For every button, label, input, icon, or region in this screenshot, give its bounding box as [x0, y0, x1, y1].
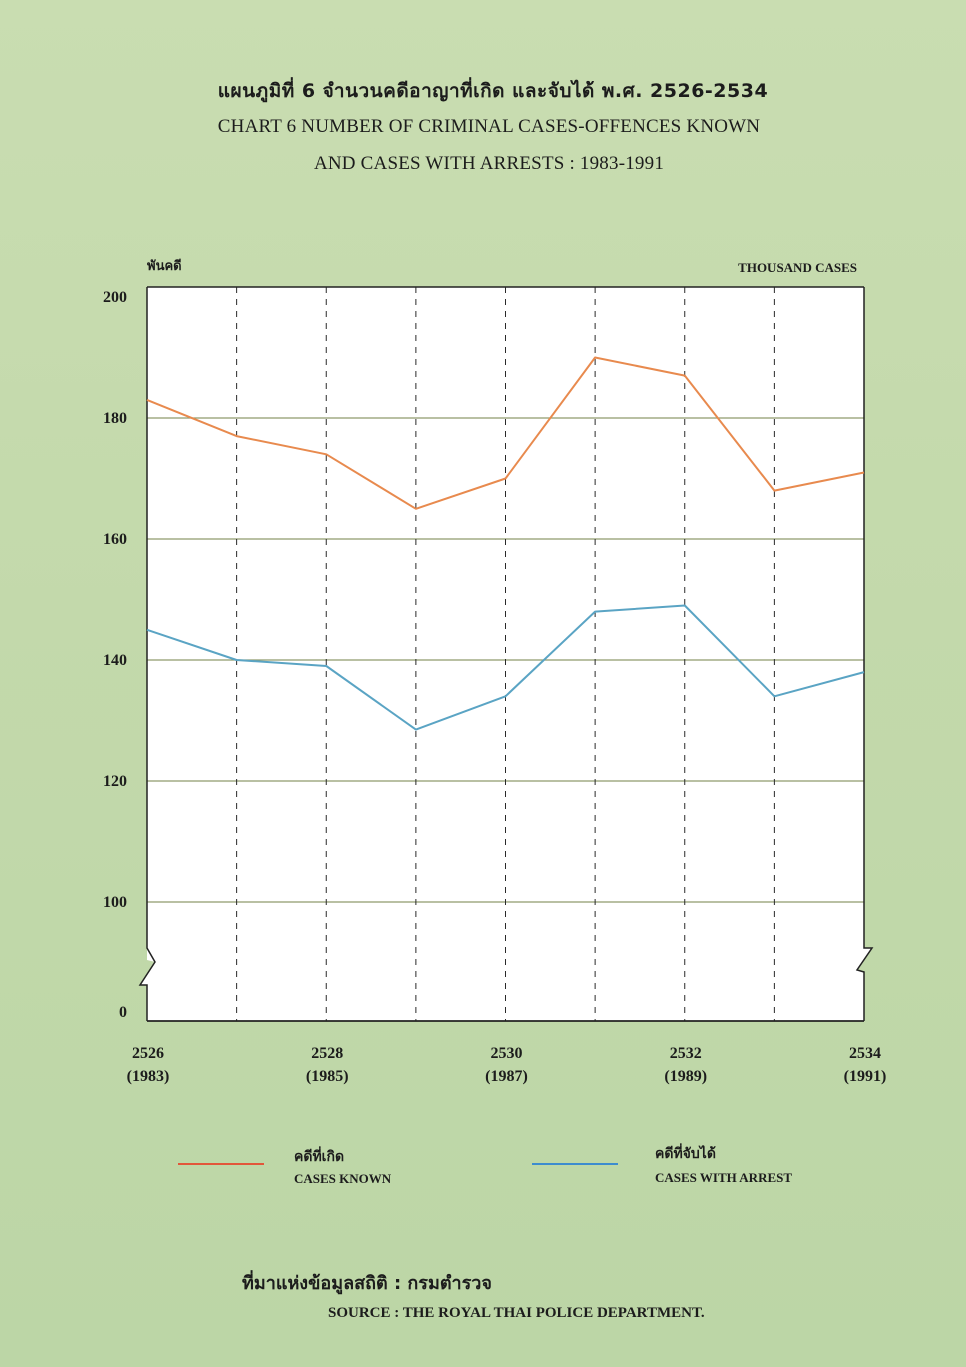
- x-tick-sublabel-2528: (1985): [306, 1068, 349, 1085]
- chart-title-thai: แผนภูมิที่ 6 จำนวนคดีอาญาที่เกิด และจับไ…: [217, 80, 769, 102]
- y-tick-label-180: 180: [103, 410, 127, 427]
- x-tick-label-2534: 2534: [849, 1045, 881, 1062]
- x-tick-label-2526: 2526: [132, 1045, 164, 1062]
- legend-swatch-cases-with-arrest: [532, 1163, 618, 1165]
- x-tick-sublabel-2532: (1989): [664, 1068, 707, 1085]
- legend-swatch-cases-known: [178, 1163, 264, 1165]
- y-unit-label-thai: พันคดี: [147, 258, 182, 274]
- source-note-thai: ที่มาแห่งข้อมูลสถิติ : กรมตำรวจ: [242, 1273, 492, 1294]
- chart-title-english-line2: AND CASES WITH ARRESTS : 1983-1991: [313, 153, 665, 174]
- legend-label-cases-known: CASES KNOWN: [294, 1171, 392, 1186]
- y-axis-with-break: [138, 287, 156, 1021]
- y-tick-label-160: 160: [103, 531, 127, 548]
- legend-label-cases-known-thai: คดีที่เกิด: [294, 1149, 345, 1165]
- y-tick-label-0: 0: [119, 1004, 127, 1021]
- y-tick-label-120: 120: [103, 773, 127, 790]
- y-unit-label-english: THOUSAND CASES: [738, 260, 857, 275]
- x-tick-sublabel-2534: (1991): [844, 1068, 887, 1085]
- x-tick-label-2530: 2530: [491, 1045, 523, 1062]
- right-axis-with-break: [855, 287, 874, 1021]
- x-tick-sublabel-2526: (1983): [127, 1068, 170, 1085]
- legend-label-cases-with-arrest: CASES WITH ARREST: [655, 1170, 793, 1185]
- legend-label-cases-with-arrest-thai: คดีที่จับได้: [655, 1146, 716, 1162]
- plot-area: [141, 287, 872, 1021]
- source-note: SOURCE : THE ROYAL THAI POLICE DEPARTMEN…: [328, 1305, 705, 1321]
- y-tick-label-200: 200: [103, 289, 127, 306]
- x-tick-label-2528: 2528: [311, 1045, 343, 1062]
- x-tick-label-2532: 2532: [670, 1045, 702, 1062]
- y-tick-label-100: 100: [103, 894, 127, 911]
- chart-title-english-line1: CHART 6 NUMBER OF CRIMINAL CASES-OFFENCE…: [217, 116, 761, 137]
- y-tick-label-140: 140: [103, 652, 127, 669]
- x-tick-sublabel-2530: (1987): [485, 1068, 528, 1085]
